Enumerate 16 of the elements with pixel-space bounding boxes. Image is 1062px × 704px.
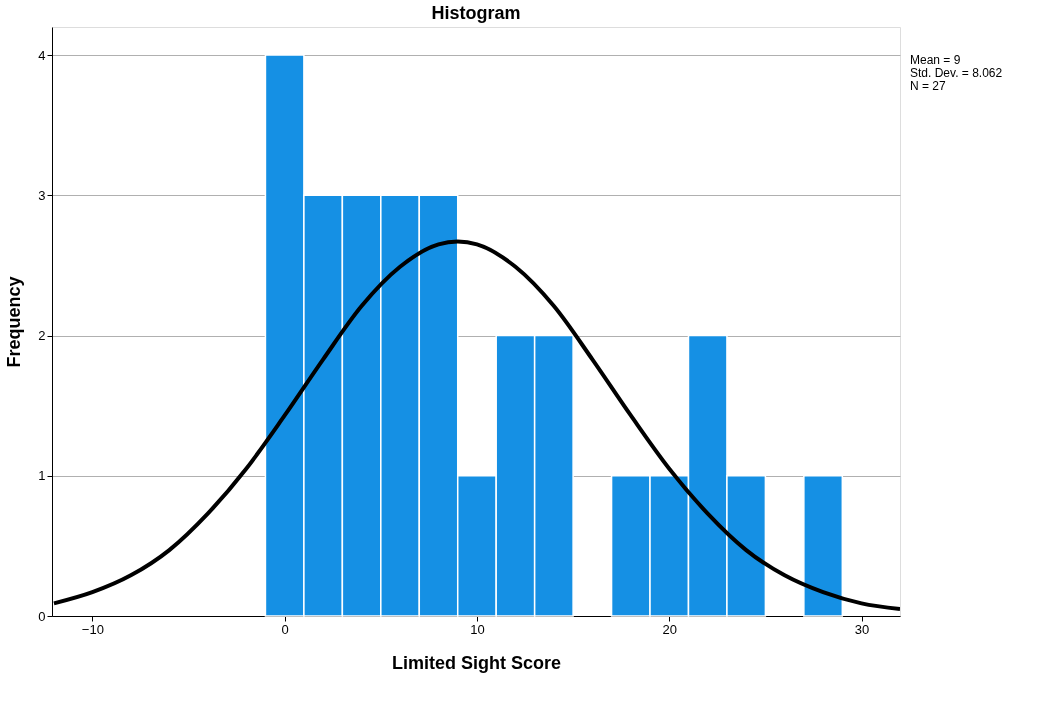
x-tick-label: 0: [281, 621, 289, 637]
y-tick-label: 1: [38, 468, 46, 484]
y-tick-label: 4: [38, 47, 46, 63]
x-axis-title: Limited Sight Score: [391, 652, 562, 673]
y-tick-label: 2: [38, 328, 46, 344]
y-tick-label: 0: [38, 608, 46, 624]
x-tick-label: 10: [470, 621, 485, 637]
y-axis-title: Frequency: [4, 276, 25, 368]
text: N = 27: [910, 79, 947, 93]
text: Mean = 9: [910, 53, 961, 67]
x-tick-label: 20: [662, 621, 677, 637]
x-tick-label: 30: [854, 621, 870, 637]
chart-title: Histogram: [431, 3, 521, 23]
x-tick-label: −10: [81, 621, 104, 637]
y-tick-label: 3: [38, 187, 46, 203]
text: Std. Dev. = 8.062: [910, 66, 1003, 80]
